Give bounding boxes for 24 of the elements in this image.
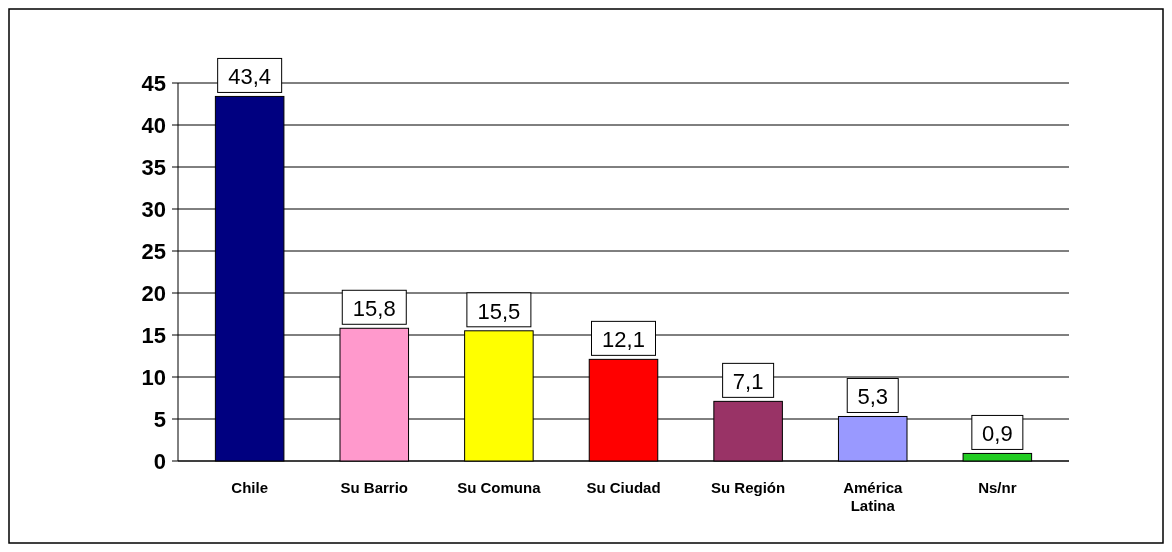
data-label: 43,4 (228, 64, 272, 90)
y-tick-label: 45 (141, 70, 166, 96)
y-tick-label: 35 (141, 154, 166, 180)
y-tick-label: 15 (141, 322, 166, 348)
y-tick-label: 20 (141, 280, 166, 306)
x-tick-label: América Latina (843, 479, 903, 514)
y-tick-label: 5 (153, 406, 166, 432)
x-tick-label: Su Barrio (340, 479, 409, 496)
x-tick-label: Su Comuna (457, 479, 542, 496)
x-tick-label: Su Región (711, 479, 786, 496)
x-tick-label: Chile (231, 479, 268, 496)
x-tick-label: Ns/nr (978, 479, 1017, 496)
y-tick-label: 40 (141, 112, 166, 138)
y-tick-label: 0 (153, 448, 166, 474)
data-label: 0,9 (982, 421, 1013, 447)
data-label: 7,1 (732, 369, 764, 395)
data-label: 5,3 (857, 384, 889, 410)
data-label: 15,5 (477, 298, 521, 324)
y-tick-label: 25 (141, 238, 166, 264)
y-tick-label: 30 (141, 196, 166, 222)
y-tick-label: 10 (141, 364, 166, 390)
data-label: 15,8 (352, 295, 396, 321)
data-label: 12,1 (602, 327, 645, 353)
x-tick-label: Su Ciudad (586, 479, 661, 496)
